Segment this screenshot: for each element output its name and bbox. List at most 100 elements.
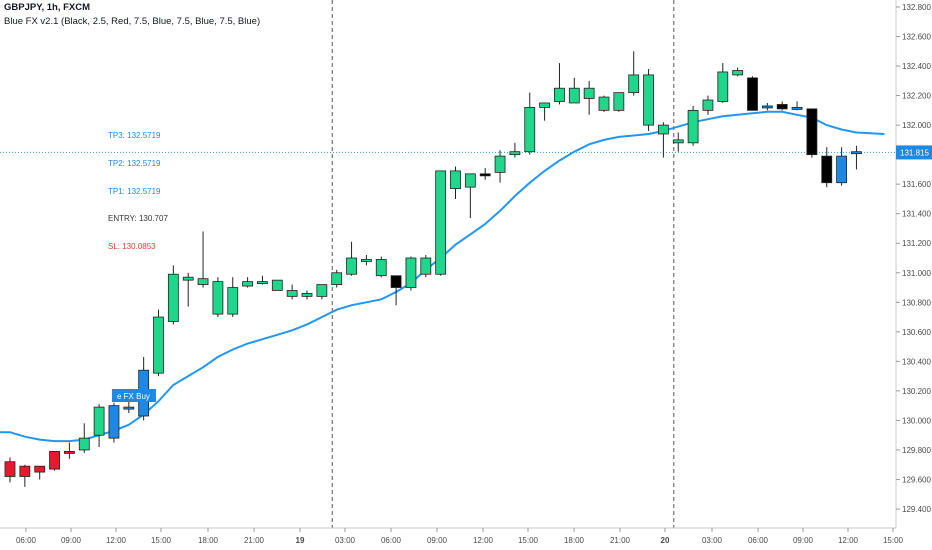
candle bbox=[301, 290, 313, 300]
time-tick-label: 20 bbox=[661, 536, 670, 545]
price-axis[interactable]: 129.400 129.600 129.800 130.000 130.200 130.4… bbox=[895, 0, 931, 528]
candle bbox=[93, 404, 105, 447]
candle bbox=[464, 173, 476, 219]
candle bbox=[420, 255, 432, 278]
candles bbox=[4, 51, 862, 487]
indicator-legend: Blue FX v2.1 (Black, 2.5, Red, 7.5, Blue… bbox=[4, 16, 261, 27]
candle-body bbox=[435, 170, 447, 275]
candle bbox=[776, 101, 788, 111]
candle-body bbox=[271, 279, 283, 291]
candle-body bbox=[108, 405, 120, 439]
price-tick-label: 130.000 bbox=[902, 416, 931, 425]
tp2-label: TP2: 132.5719 bbox=[108, 159, 161, 168]
candle-body bbox=[524, 107, 536, 153]
candle bbox=[494, 150, 506, 183]
candle bbox=[405, 256, 417, 291]
candle bbox=[479, 167, 491, 180]
candle-body bbox=[479, 173, 491, 177]
candle bbox=[583, 80, 595, 115]
candle bbox=[375, 256, 387, 278]
time-axis[interactable]: 06:00 09:00 12:00 15:00 18:00 21:00 19 03:00 06:… bbox=[0, 527, 904, 545]
candle bbox=[598, 95, 610, 112]
candle bbox=[806, 108, 818, 158]
candle bbox=[791, 101, 803, 111]
candle-body bbox=[836, 155, 847, 184]
candle bbox=[34, 465, 46, 480]
candle-body bbox=[747, 77, 758, 111]
candle bbox=[687, 105, 699, 146]
candle bbox=[658, 122, 669, 158]
tp1-label: TP1: 132.5719 bbox=[108, 187, 161, 196]
last-price-value: 131.815 bbox=[900, 148, 929, 157]
price-tick-label: 130.600 bbox=[902, 328, 931, 337]
time-tick-label: 21:00 bbox=[244, 536, 265, 545]
candle bbox=[435, 170, 447, 276]
tp3-label: TP3: 132.5719 bbox=[108, 131, 161, 140]
candle-body bbox=[702, 99, 714, 111]
price-tick-label: 129.600 bbox=[902, 475, 931, 484]
trade-annotations: TP3: 132.5719 TP2: 132.5719 TP1: 132.571… bbox=[108, 131, 168, 251]
candle-body bbox=[717, 71, 729, 102]
time-tick-label: 12:00 bbox=[473, 536, 494, 545]
candle-body bbox=[464, 173, 476, 188]
price-tick-label: 132.600 bbox=[902, 33, 931, 42]
candle bbox=[64, 442, 75, 459]
buy-signal-label: e FX Buy bbox=[117, 392, 150, 401]
candle-body bbox=[360, 259, 372, 262]
candle-body bbox=[257, 281, 268, 285]
candle-body bbox=[93, 406, 105, 436]
candle-body bbox=[346, 257, 357, 275]
candle-body bbox=[539, 102, 550, 108]
candle-body bbox=[167, 273, 179, 322]
time-tick-label: 18:00 bbox=[564, 536, 585, 545]
candle bbox=[212, 277, 224, 318]
price-tick-label: 129.400 bbox=[902, 505, 931, 514]
time-tick-label: 03:00 bbox=[335, 536, 356, 545]
candle bbox=[19, 464, 31, 487]
candle bbox=[643, 69, 654, 132]
candle bbox=[702, 95, 714, 115]
candle bbox=[197, 231, 209, 288]
candle bbox=[271, 279, 283, 291]
price-tick-label: 130.200 bbox=[902, 387, 931, 396]
candle-body bbox=[554, 87, 565, 102]
candle bbox=[138, 356, 150, 421]
price-tick-label: 132.400 bbox=[902, 62, 931, 71]
candle bbox=[360, 255, 372, 266]
price-tick-label: 131.600 bbox=[902, 180, 931, 189]
time-tick-label: 21:00 bbox=[610, 536, 631, 545]
candle-body bbox=[375, 259, 387, 277]
candle bbox=[628, 51, 640, 96]
candle bbox=[613, 92, 625, 112]
price-tick-label: 132.000 bbox=[902, 121, 931, 130]
candle bbox=[509, 142, 521, 158]
candle-body bbox=[331, 272, 343, 285]
candle-body bbox=[776, 104, 788, 110]
time-tick-label: 12:00 bbox=[838, 536, 859, 545]
candle-body bbox=[658, 124, 669, 135]
candle bbox=[286, 284, 298, 300]
candle bbox=[568, 77, 580, 104]
chart-title: GBPJPY, 1h, FXCM bbox=[4, 2, 91, 13]
candle-body bbox=[420, 257, 432, 275]
candle bbox=[672, 132, 684, 152]
candle-body bbox=[4, 461, 16, 477]
candle bbox=[851, 145, 862, 170]
price-tick-label: 130.800 bbox=[902, 298, 931, 307]
price-tick-label: 131.400 bbox=[902, 210, 931, 219]
candle-body bbox=[806, 108, 818, 156]
time-tick-label: 15:00 bbox=[518, 536, 539, 545]
candle bbox=[108, 402, 120, 443]
time-tick-label: 15:00 bbox=[883, 536, 904, 545]
price-tick-label: 130.400 bbox=[902, 357, 931, 366]
candle-body bbox=[78, 437, 90, 451]
candle-body bbox=[494, 155, 506, 173]
candle-body bbox=[687, 109, 699, 144]
entry-label: ENTRY: 130.707 bbox=[108, 214, 168, 223]
candle bbox=[761, 102, 773, 111]
candle-body bbox=[568, 87, 580, 104]
candle-body bbox=[123, 406, 135, 410]
time-tick-label: 06:00 bbox=[381, 536, 402, 545]
price-tick-label: 131.200 bbox=[902, 239, 931, 248]
